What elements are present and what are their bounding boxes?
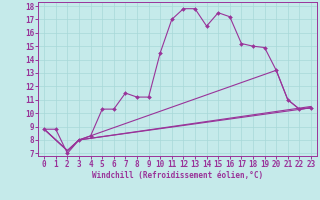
X-axis label: Windchill (Refroidissement éolien,°C): Windchill (Refroidissement éolien,°C) bbox=[92, 171, 263, 180]
